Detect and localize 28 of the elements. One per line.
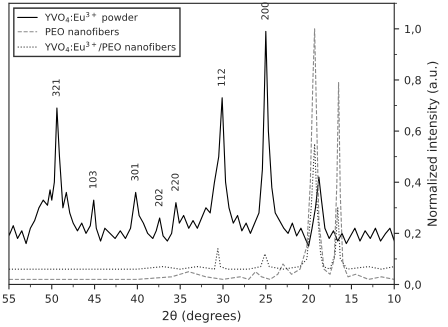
x-tick-label: 20 xyxy=(302,294,315,303)
annotation: 112 xyxy=(218,69,225,86)
x-tick-label: 35 xyxy=(174,294,186,303)
legend-label: YVO$_{4}$:Eu$^{3+}$ powder xyxy=(44,12,138,23)
line-series xyxy=(8,143,394,270)
x-tick-label: 30 xyxy=(216,294,230,303)
annotation: 301 xyxy=(131,164,138,181)
y-tick-label: 1,0 xyxy=(405,24,421,34)
y-tick-label: 0,6 xyxy=(404,127,421,137)
legend-label: YVO$_{4}$:Eu$^{3+}$/PEO nanofibers xyxy=(44,42,176,52)
x-axis-title: 2θ (degrees) xyxy=(162,310,240,323)
x-tick-label: 15 xyxy=(346,294,358,303)
y-tick-label: 0,8 xyxy=(404,76,421,86)
y-tick-label: 0,4 xyxy=(404,178,422,188)
y-tick-label: 0,0 xyxy=(404,280,421,290)
x-tick-label: 25 xyxy=(260,294,272,303)
annotation: 103 xyxy=(89,171,97,188)
y-axis-title: Normalized intensity (a.u.) xyxy=(427,62,440,226)
annotation: 220 xyxy=(171,174,179,191)
annotation: 202 xyxy=(155,189,162,206)
legend-label: PEO nanofibers xyxy=(46,28,119,36)
x-tick-label: 10 xyxy=(388,294,401,303)
x-tick-label: 55 xyxy=(2,294,16,303)
x-tick-label: 50 xyxy=(46,294,58,303)
y-tick-label: 0,2 xyxy=(404,229,421,239)
x-tick-label: 40 xyxy=(130,294,144,303)
annotation: 321 xyxy=(52,79,60,96)
x-tick-label: 45 xyxy=(88,294,101,303)
